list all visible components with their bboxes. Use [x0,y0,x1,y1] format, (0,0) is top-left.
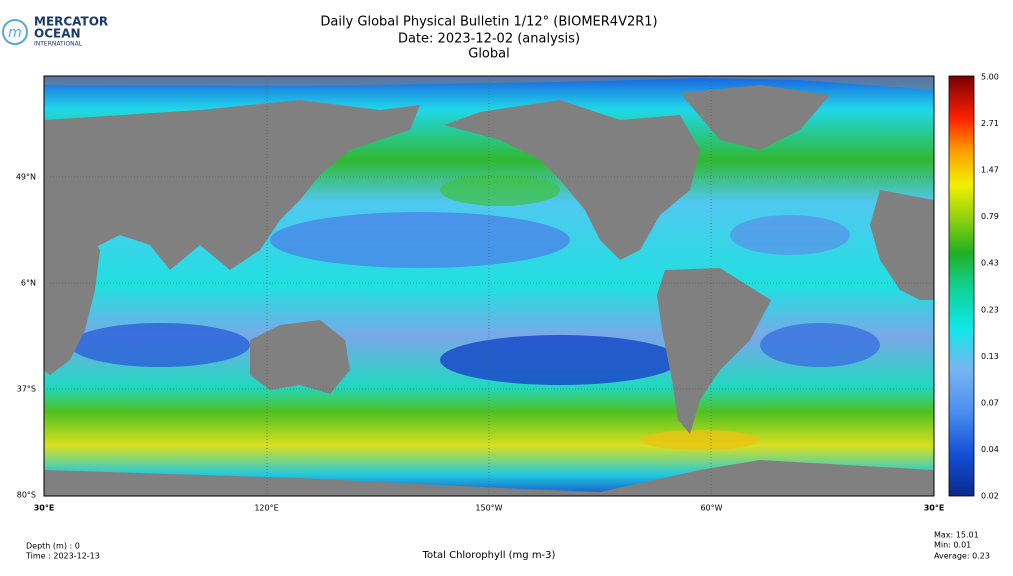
average: Average: 0.23 [934,552,990,561]
lat-label: 49°N [16,173,36,182]
colorbar-label: 5.00 [981,73,999,82]
variable: Total Chlorophyll (mg m-3) [422,550,556,561]
map [43,75,935,497]
colorbar-label: 0.79 [981,212,999,221]
logo-text: OCEAN [34,27,81,41]
logo: m MERCATOR OCEAN INTERNATIONAL [2,15,108,48]
lat-labels: 49°N 6°N 37°S 80°S [16,173,36,500]
lon-label: 120°E [254,504,278,513]
date: Date: 2023-12-02 (analysis) [398,32,580,47]
region: Global [468,47,509,62]
colorbar-label: 0.07 [981,398,999,407]
logo-text: INTERNATIONAL [34,41,83,48]
lon-label: 30°E [924,504,945,513]
land [44,76,934,496]
colorbar-label: 1.47 [981,166,999,175]
lon-label: 30°E [34,504,55,513]
max: Max: 15.01 [934,531,979,540]
colorbar-label: 0.04 [981,445,999,454]
colorbar [948,75,975,497]
colorbar-label: 2.71 [981,119,999,128]
lat-label: 6°N [21,279,36,288]
min: Min: 0.01 [934,541,971,550]
lon-label: 60°W [700,504,722,513]
svg-text:m: m [8,25,22,41]
time: Time : 2023-12-13 [25,552,100,561]
lon-label: 150°W [475,504,502,513]
colorbar-label: 0.02 [981,492,999,501]
colorbar-label: 0.23 [981,305,999,314]
colorbar-labels: 5.00 2.71 1.47 0.79 0.43 0.23 0.13 0.07 0.04 0.02 [981,73,999,501]
logo-text: MERCATOR [34,15,108,29]
lon-labels: 30°E 120°E 150°W 60°W 30°E [34,504,945,513]
colorbar-label: 0.43 [981,259,999,268]
title: Daily Global Physical Bulletin 1/12° (BI… [320,15,657,30]
colorbar-label: 0.13 [981,352,999,361]
lat-label: 80°S [17,491,36,500]
lat-label: 37°S [17,385,36,394]
depth: Depth (m) : 0 [26,542,80,551]
